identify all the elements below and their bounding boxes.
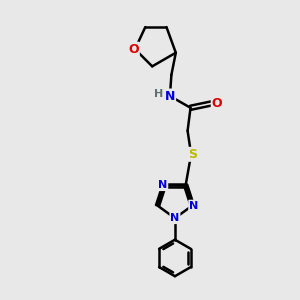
Text: N: N bbox=[189, 201, 198, 211]
Text: O: O bbox=[212, 97, 222, 110]
Text: S: S bbox=[188, 148, 197, 161]
Text: N: N bbox=[158, 180, 167, 190]
Text: H: H bbox=[154, 89, 164, 99]
Text: N: N bbox=[170, 213, 180, 223]
Text: N: N bbox=[165, 89, 175, 103]
Text: O: O bbox=[128, 43, 139, 56]
